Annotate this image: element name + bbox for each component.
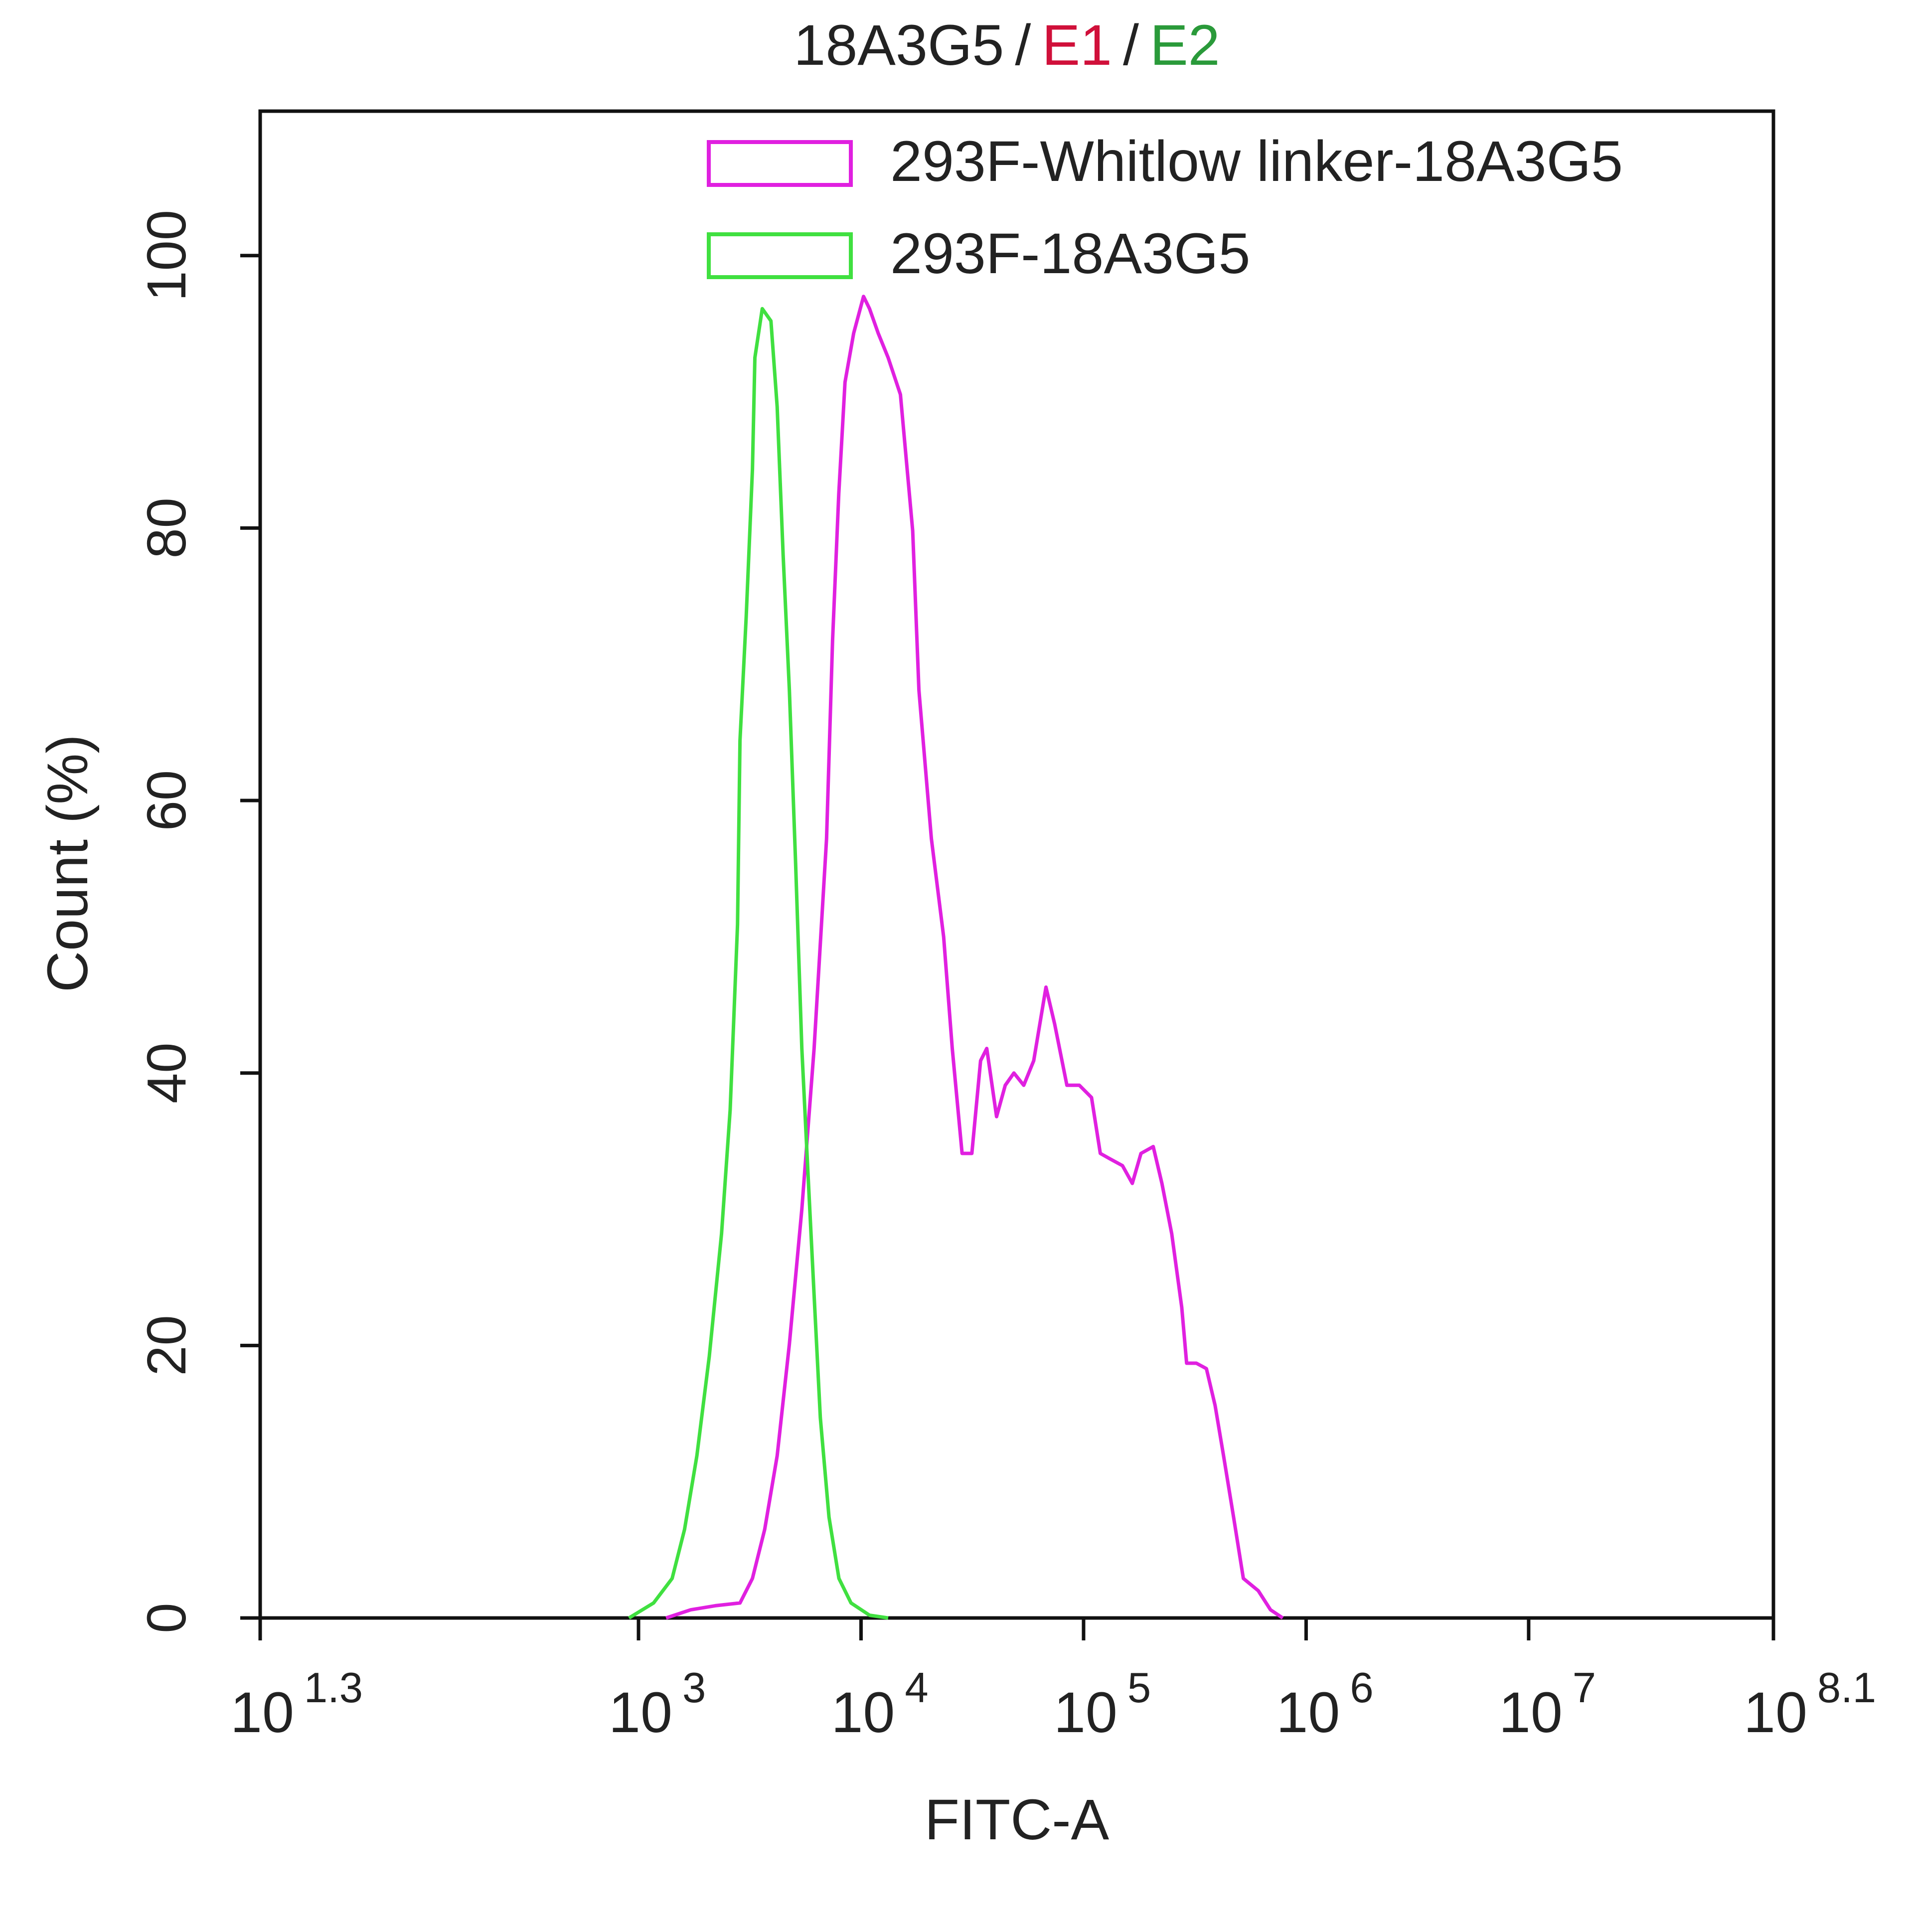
title-part: 18A3G5 xyxy=(794,13,1004,77)
series-line xyxy=(628,307,889,1620)
legend-swatch xyxy=(707,232,853,279)
y-tick-label: 100 xyxy=(136,210,197,302)
x-tick-exponent: 8.1 xyxy=(1817,1664,1876,1712)
x-tick-label: 10 3 xyxy=(609,1664,706,1745)
x-tick-base: 10 xyxy=(230,1681,294,1745)
x-tick-label: 10 7 xyxy=(1499,1664,1596,1745)
y-tick-label: 0 xyxy=(136,1603,197,1633)
x-tick-base: 10 xyxy=(1744,1681,1807,1745)
x-tick-base: 10 xyxy=(1054,1681,1117,1745)
x-tick-exponent: 1.3 xyxy=(304,1664,363,1712)
x-tick-exponent: 6 xyxy=(1350,1664,1373,1712)
x-tick-base: 10 xyxy=(1499,1681,1563,1745)
title-part: / xyxy=(1015,13,1031,77)
x-tick-exponent: 4 xyxy=(905,1664,928,1712)
x-tick-exponent: 3 xyxy=(682,1664,706,1712)
y-tick-label: 80 xyxy=(136,497,197,558)
x-tick-label: 10 6 xyxy=(1276,1664,1373,1745)
y-axis-label: Count (%) xyxy=(36,734,100,992)
title-part: E1 xyxy=(1042,13,1112,77)
title-part: E2 xyxy=(1150,13,1220,77)
x-tick-label: 10 1.3 xyxy=(230,1664,363,1745)
y-tick-label: 40 xyxy=(136,1043,197,1104)
title-part: / xyxy=(1123,13,1139,77)
x-tick-label: 10 5 xyxy=(1054,1664,1151,1745)
y-tick-label: 60 xyxy=(136,770,197,831)
x-tick-exponent: 5 xyxy=(1127,1664,1151,1712)
x-tick-base: 10 xyxy=(609,1681,672,1745)
legend-label: 293F-Whitlow linker-18A3G5 xyxy=(890,130,1623,193)
x-tick-label: 10 8.1 xyxy=(1744,1664,1876,1745)
plot-frame xyxy=(258,109,1775,1620)
x-tick-base: 10 xyxy=(831,1681,895,1745)
legend-swatch xyxy=(707,140,853,187)
legend-label: 293F-18A3G5 xyxy=(890,222,1250,286)
x-tick-exponent: 7 xyxy=(1573,1664,1596,1712)
x-axis-label: FITC-A xyxy=(925,1788,1110,1852)
x-tick-base: 10 xyxy=(1276,1681,1340,1745)
x-tick-label: 10 4 xyxy=(831,1664,928,1745)
y-tick-label: 20 xyxy=(136,1315,197,1376)
chart-title: 18A3G5/E1/E2 xyxy=(794,13,1220,77)
series-line xyxy=(665,295,1284,1620)
